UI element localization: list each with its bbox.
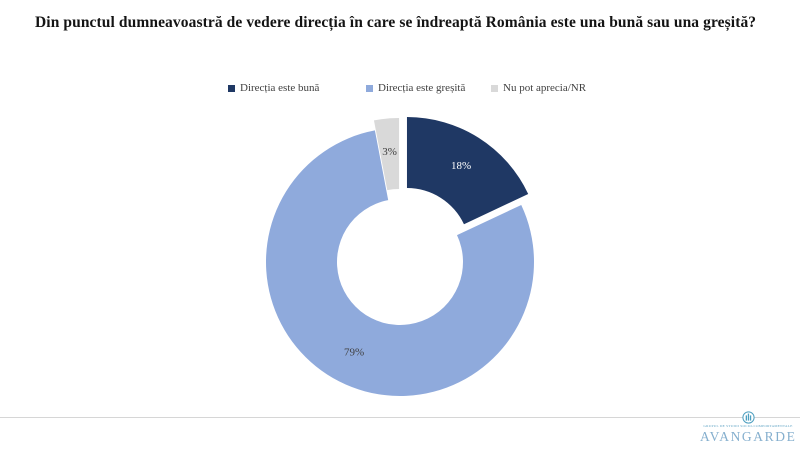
donut-slice-direction-wrong: [265, 130, 534, 396]
legend-marker-no-answer: [491, 84, 498, 92]
donut-slice-direction-good: [406, 117, 529, 225]
legend-marker-direction-wrong: [366, 84, 373, 92]
logo-tagline: GRUPUL DE STUDII SOCIO-COMPORTAMENTALE: [703, 425, 793, 428]
slice-label-no-answer: 3%: [382, 146, 397, 158]
slice-label-direction-good: 18%: [451, 160, 471, 172]
footer-divider: [0, 417, 800, 418]
slice-label-direction-wrong: 79%: [344, 347, 364, 359]
chart-title: Din punctul dumneavoastră de vedere dire…: [35, 14, 757, 31]
emblem-bar: [745, 415, 747, 421]
legend-marker-direction-good: [228, 84, 235, 92]
legend-label: Nu pot aprecia/NR: [503, 82, 587, 94]
legend-label: Direcția este bună: [240, 82, 320, 94]
legend-label: Direcția este greșită: [378, 82, 466, 94]
donut-slice-no-answer: [373, 118, 400, 191]
legend-item-direction-wrong: Direcția este greșită: [366, 82, 465, 94]
emblem-bar: [749, 415, 751, 421]
emblem-bar: [747, 413, 749, 421]
avangarde-logo: GRUPUL DE STUDII SOCIO-COMPORTAMENTALE A…: [700, 411, 796, 443]
avangarde-emblem-icon: [741, 411, 755, 424]
legend-item-no-answer: Nu pot aprecia/NR: [491, 82, 586, 94]
logo-brand-name: AVANGARDE: [700, 428, 797, 444]
legend-item-direction-good: Direcția este bună: [228, 82, 319, 94]
